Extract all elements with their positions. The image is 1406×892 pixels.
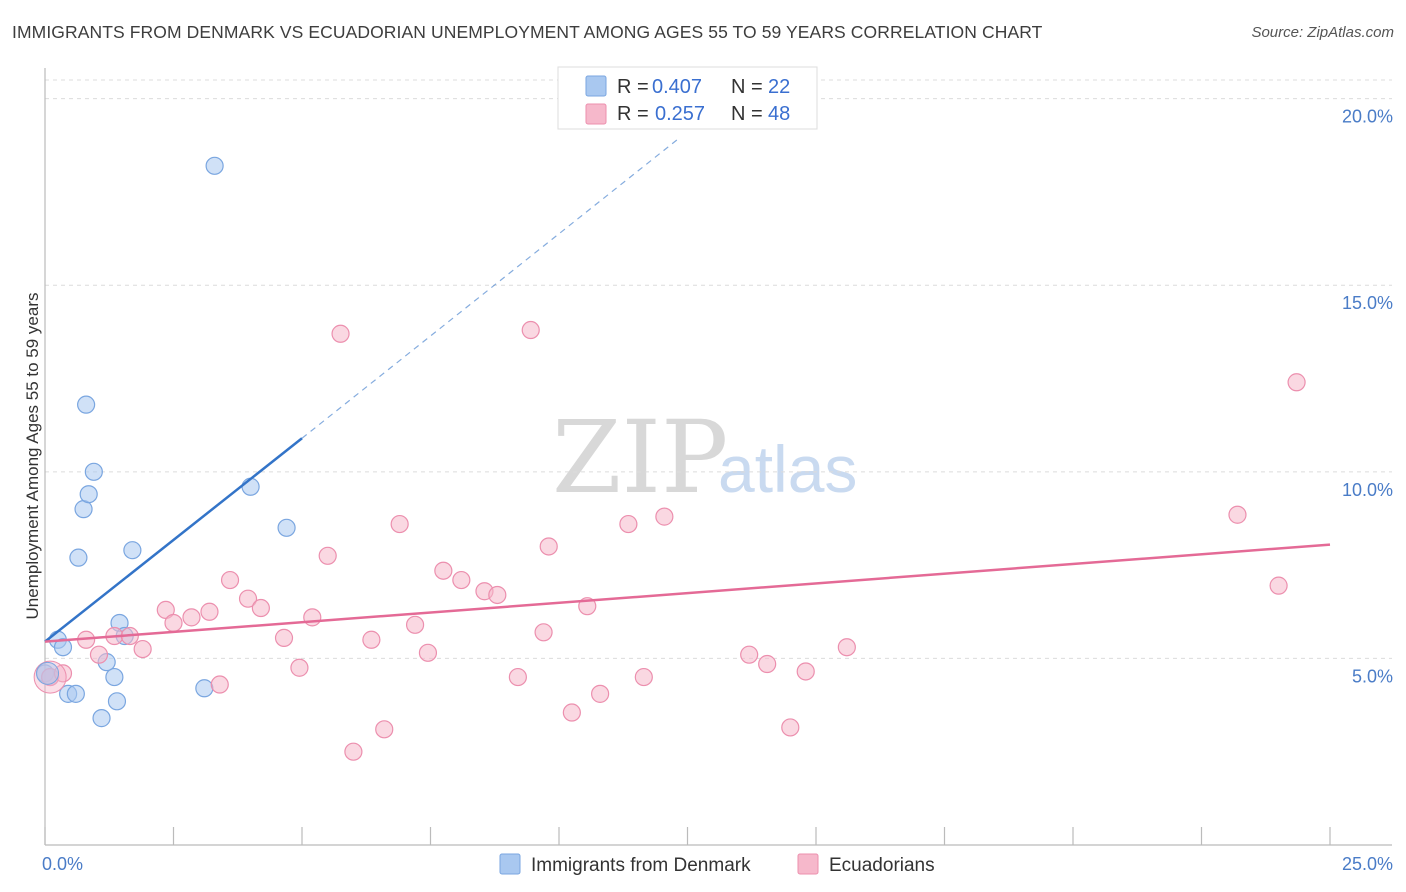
- denmark-point-cluster: [36, 661, 60, 685]
- bottom-legend-label-ecuadorians: Ecuadorians: [829, 855, 935, 876]
- ecuadorian-point: [837, 638, 856, 657]
- correlation-legend: R = 0.407 N = 22 R = 0.257 N = 48: [557, 66, 818, 130]
- denmark-point: [77, 395, 96, 414]
- data-points: [33, 156, 1306, 761]
- legend-r-value: 0.407: [652, 76, 702, 98]
- bottom-legend-label-denmark: Immigrants from Denmark: [531, 855, 751, 876]
- ecuadorian-point: [220, 570, 240, 590]
- legend-r-label: R =: [617, 76, 649, 98]
- ecuadorian-point: [488, 585, 507, 605]
- bottom-legend-swatch-ecuadorians: [797, 853, 819, 875]
- ecuadorian-point: [274, 628, 294, 647]
- legend-swatch-ecuadorians: [585, 103, 607, 125]
- denmark-point: [123, 541, 142, 560]
- denmark-point: [195, 679, 214, 698]
- ecuadorian-point: [290, 658, 309, 677]
- y-tick-label: 20.0%: [1342, 107, 1393, 127]
- ecuadorian-point: [318, 546, 337, 565]
- denmark-point: [53, 638, 73, 657]
- denmark-point: [205, 156, 224, 175]
- ecuadorian-point: [1228, 505, 1247, 524]
- ecuadorian-point: [331, 324, 350, 343]
- ecuadorian-point: [238, 589, 258, 608]
- ecuadorian-point: [362, 630, 381, 649]
- watermark-zip: ZIP: [552, 399, 728, 516]
- ecuadorian-point: [1287, 373, 1306, 392]
- ecuadorian-point: [434, 561, 453, 580]
- ecuadorian-trend-line: [44, 543, 1331, 643]
- trend-lines: [44, 139, 1331, 643]
- ecuadorian-point: [562, 703, 581, 722]
- legend-n-value: 22: [768, 76, 790, 98]
- legend-swatch-denmark: [585, 75, 607, 97]
- y-tick-label: 15.0%: [1342, 293, 1393, 313]
- gridlines: [45, 79, 1392, 659]
- y-tick-label: 5.0%: [1352, 666, 1393, 686]
- legend-r-label: R =: [617, 103, 649, 125]
- y-tick-label: 10.0%: [1342, 480, 1393, 500]
- ecuadorian-point: [655, 507, 674, 526]
- y-axis-label: Unemployment Among Ages 55 to 59 years: [23, 293, 42, 620]
- denmark-point: [277, 518, 296, 537]
- ecuadorian-point: [405, 615, 425, 634]
- ecuadorian-point: [539, 537, 558, 556]
- ecuadorian-point: [418, 643, 438, 662]
- ecuadorian-point: [521, 320, 540, 340]
- denmark-point: [107, 692, 127, 711]
- denmark-point: [92, 709, 111, 728]
- legend-n-label: N =: [731, 76, 763, 98]
- watermark-atlas: atlas: [718, 432, 857, 506]
- denmark-trend-line: [44, 437, 303, 643]
- ecuadorian-point: [133, 639, 152, 659]
- denmark-trend-extension: [301, 139, 678, 439]
- x-tick-labels: 0.0% 25.0%: [42, 854, 1393, 874]
- ecuadorian-point: [634, 667, 653, 687]
- source-label: Source: ZipAtlas.com: [1251, 24, 1394, 41]
- ecuadorian-point: [508, 667, 527, 687]
- ecuadorian-point: [390, 514, 409, 534]
- legend-n-label: N =: [731, 103, 763, 125]
- x-tick-label: 0.0%: [42, 854, 83, 874]
- ecuadorian-point: [251, 598, 270, 618]
- axes: [44, 68, 1392, 846]
- ecuadorian-point: [89, 645, 109, 664]
- ecuadorian-point: [375, 720, 394, 739]
- ecuadorian-point: [534, 623, 553, 642]
- bottom-legend-swatch-denmark: [499, 853, 521, 875]
- denmark-point: [105, 667, 124, 687]
- ecuadorian-point: [303, 608, 322, 627]
- ecuadorian-point: [344, 742, 363, 761]
- ecuadorian-point: [758, 654, 777, 674]
- ecuadorian-point: [452, 570, 471, 590]
- ecuadorian-point: [591, 684, 610, 703]
- ecuadorian-point: [53, 664, 73, 683]
- legend-n-value: 48: [768, 103, 790, 125]
- series-legend: Immigrants from Denmark Ecuadorians: [499, 853, 935, 876]
- ecuadorian-point: [182, 608, 201, 627]
- ecuadorian-point: [1269, 576, 1288, 595]
- ecuadorian-point: [200, 602, 219, 621]
- ecuadorian-point: [796, 662, 815, 681]
- ecuadorian-point: [164, 613, 183, 633]
- ecuadorian-point: [210, 675, 229, 694]
- ecuadorian-point: [740, 645, 759, 664]
- ecuadorian-point: [619, 514, 638, 534]
- y-tick-labels: 5.0% 10.0% 15.0% 20.0%: [1342, 107, 1393, 687]
- ecuadorian-point: [781, 718, 800, 737]
- denmark-point: [69, 548, 88, 567]
- denmark-point: [84, 462, 103, 481]
- denmark-point: [241, 477, 260, 496]
- watermark: ZIP atlas: [552, 399, 857, 516]
- chart-title: IMMIGRANTS FROM DENMARK VS ECUADORIAN UN…: [12, 22, 1043, 42]
- denmark-point: [79, 485, 98, 504]
- x-tick-label: 25.0%: [1342, 854, 1393, 874]
- legend-r-value: 0.257: [655, 103, 705, 125]
- denmark-point: [66, 684, 85, 703]
